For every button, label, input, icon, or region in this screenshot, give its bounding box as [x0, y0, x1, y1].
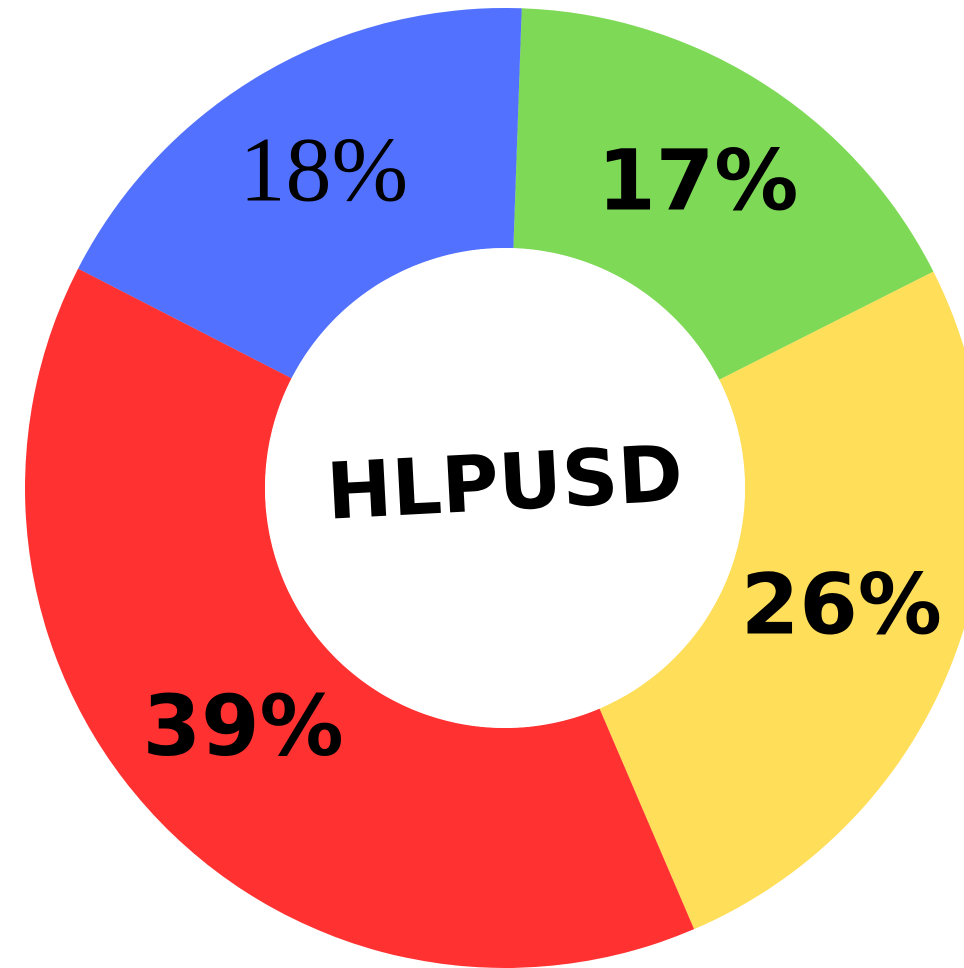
slice: [78, 7, 522, 379]
slice: [25, 268, 695, 968]
chart-title: HLPUSD: [324, 429, 685, 538]
slices: [25, 7, 964, 968]
slice: [599, 271, 964, 930]
data-label: 26%: [741, 555, 942, 653]
data-label: 39%: [143, 677, 344, 775]
data-label: 17%: [597, 131, 798, 229]
data-label: 18%: [240, 118, 409, 220]
slice: [513, 8, 934, 380]
donut-hole: [265, 248, 745, 728]
